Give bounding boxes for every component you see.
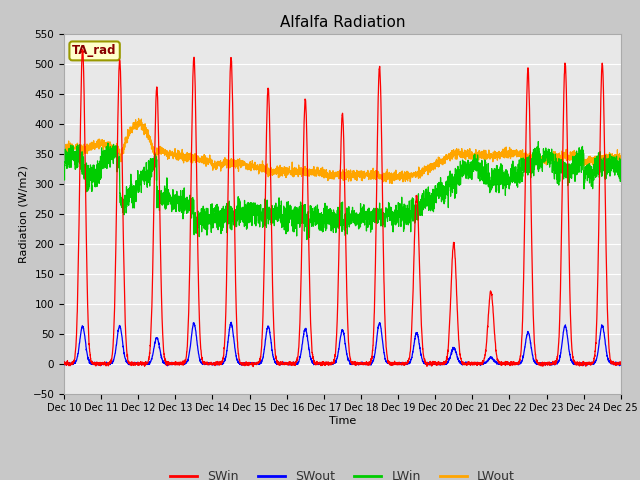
Text: TA_rad: TA_rad (72, 44, 117, 58)
Y-axis label: Radiation (W/m2): Radiation (W/m2) (18, 165, 28, 263)
Legend: SWin, SWout, LWin, LWout: SWin, SWout, LWin, LWout (165, 465, 520, 480)
X-axis label: Time: Time (329, 416, 356, 426)
Title: Alfalfa Radiation: Alfalfa Radiation (280, 15, 405, 30)
